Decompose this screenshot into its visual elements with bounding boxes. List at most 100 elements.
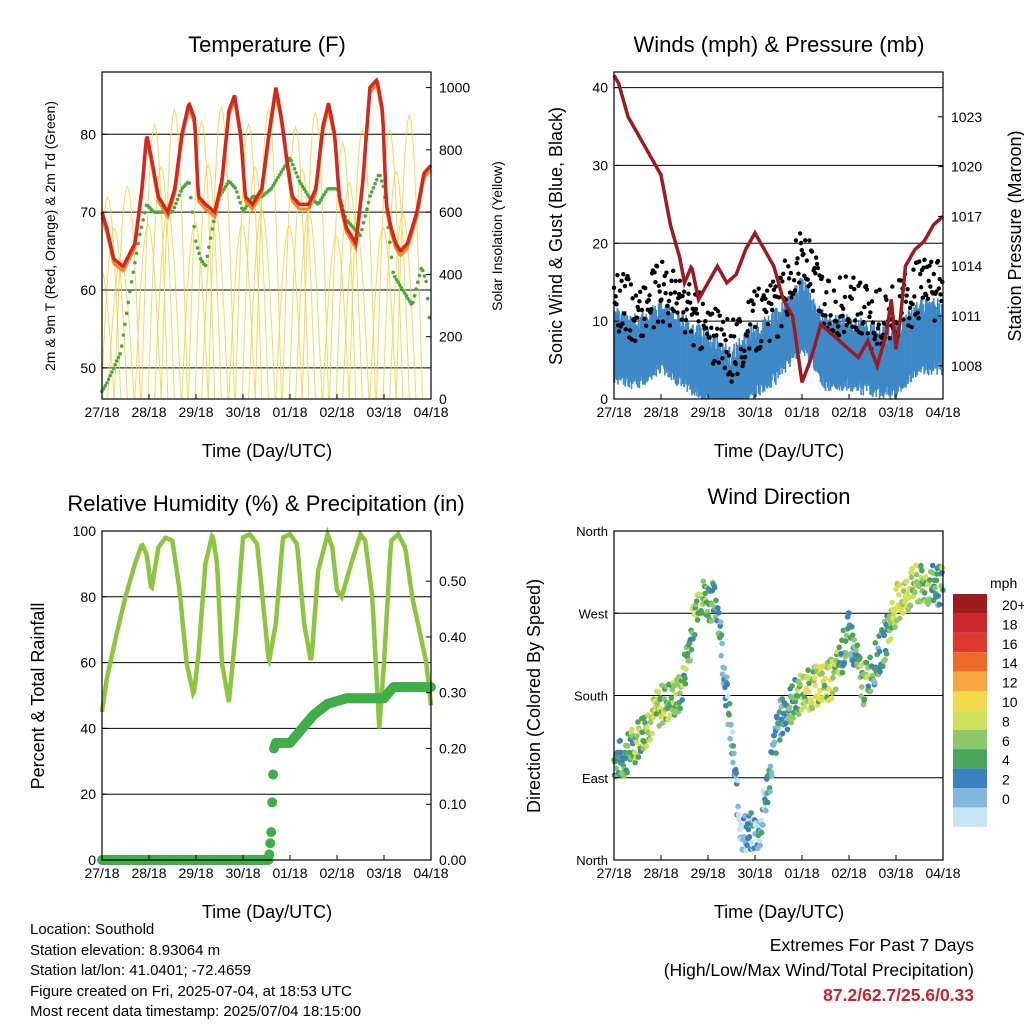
dewpoint-point [138, 232, 142, 237]
direction-point [841, 659, 848, 666]
gust-point [779, 324, 784, 329]
legend-color-box [953, 613, 987, 633]
gust-point [720, 355, 725, 361]
gust-point [842, 294, 848, 300]
gust-point [843, 274, 849, 279]
gust-point [683, 317, 689, 323]
humidity-xlabel: Time (Day/UTC) [202, 902, 332, 922]
gust-point [770, 307, 775, 313]
dewpoint-point [320, 195, 325, 200]
rh-xtick-label: 30/18 [225, 865, 260, 881]
legend-label: 6 [1002, 733, 1010, 749]
legend-label: 12 [1002, 675, 1018, 691]
direction-point [876, 648, 883, 655]
gust-point [926, 278, 931, 284]
direction-point [647, 736, 653, 743]
dewpoint-point [299, 181, 303, 186]
gust-point [763, 296, 768, 301]
gust-point [722, 365, 728, 371]
dewpoint-point [110, 370, 114, 374]
gust-point [717, 313, 722, 318]
gust-point [628, 282, 634, 287]
solar-insolation-trace [228, 223, 256, 400]
gust-point [694, 311, 700, 316]
dewpoint-point [322, 192, 326, 197]
gust-point [865, 331, 870, 336]
pressure-y2tick-label: 1023 [951, 109, 982, 125]
gust-point [677, 278, 683, 284]
gust-point [858, 311, 864, 316]
direction-point [688, 646, 695, 653]
direction-point [867, 654, 873, 661]
direction-point [613, 765, 620, 772]
direction-point [805, 688, 812, 695]
legend-label: 2 [1002, 772, 1010, 788]
direction-point [857, 663, 864, 669]
gust-point [786, 276, 792, 281]
solar-insolation-trace [282, 125, 310, 400]
dewpoint-point [113, 362, 117, 367]
dewpoint-point [368, 194, 372, 198]
dewpoint-point [126, 300, 131, 305]
direction-point [932, 585, 938, 591]
gust-point [756, 286, 761, 291]
gust-point [665, 303, 670, 309]
gust-point [629, 337, 634, 342]
direction-point [700, 578, 707, 584]
gust-point [674, 301, 679, 306]
gust-point [619, 278, 624, 284]
gust-point [788, 270, 794, 276]
dewpoint-point [279, 170, 284, 174]
gust-point [773, 284, 778, 289]
direction-point [854, 642, 861, 648]
direction-point [858, 684, 865, 690]
gust-point [729, 379, 734, 384]
dewpoint-point [139, 225, 144, 229]
gust-point [633, 293, 639, 298]
solar-y2tick-label: 0 [439, 391, 447, 407]
temp-ytick-label: 50 [80, 360, 96, 376]
direction-point [846, 610, 852, 616]
dewpoint-point [129, 280, 134, 284]
direction-point [806, 680, 812, 687]
direction-point [822, 675, 828, 682]
direction-point [719, 640, 725, 647]
extremes-subtitle: (High/Low/Max Wind/Total Precipitation) [663, 960, 974, 980]
dewpoint-point [289, 158, 293, 163]
gust-point [687, 282, 692, 287]
direction-point [860, 701, 867, 708]
gust-point [872, 337, 877, 342]
gust-point [672, 290, 678, 295]
gust-point [643, 285, 648, 291]
dewpoint-point [101, 386, 106, 391]
temp-ytick-label: 70 [80, 204, 96, 220]
dewpoint-point [420, 268, 425, 273]
humidity-title: Relative Humidity (%) & Precipitation (i… [67, 491, 464, 516]
gust-point [918, 271, 923, 277]
gust-point [794, 260, 799, 266]
dewpoint-point [115, 359, 119, 363]
solar-y2tick-label: 200 [439, 329, 463, 345]
rh-ytick-label: 0 [88, 852, 96, 868]
gust-point [666, 298, 672, 304]
direction-point [776, 720, 782, 727]
direction-point [726, 712, 732, 718]
dir-xtick-label: 04/18 [925, 865, 960, 881]
direction-point [865, 683, 872, 690]
gust-point [841, 329, 847, 335]
gust-point [828, 313, 833, 318]
dir-xtick-label: 02/18 [831, 865, 866, 881]
direction-point [617, 737, 623, 744]
gust-point [837, 275, 843, 280]
gust-point [724, 349, 729, 355]
winds-xlabel: Time (Day/UTC) [714, 441, 844, 461]
legend-label: 18 [1002, 616, 1018, 632]
gust-point [846, 320, 852, 325]
wind-xtick-label: 30/18 [737, 404, 772, 420]
direction-point [704, 608, 711, 615]
dewpoint-point [195, 246, 200, 250]
wind-xtick-label: 01/18 [784, 404, 819, 420]
direction-point [729, 729, 736, 735]
dewpoint-point [297, 179, 302, 183]
dewpoint-point [396, 280, 400, 285]
